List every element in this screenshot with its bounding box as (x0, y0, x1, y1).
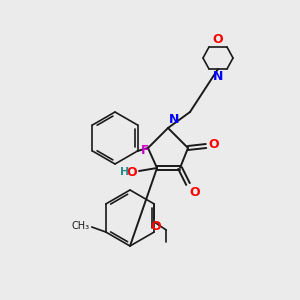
Text: O: O (126, 166, 137, 178)
Text: O: O (208, 139, 219, 152)
Text: H: H (120, 167, 129, 177)
Text: O: O (150, 220, 160, 233)
Text: F: F (140, 143, 149, 157)
Text: O: O (213, 33, 223, 46)
Text: N: N (213, 70, 223, 83)
Text: N: N (169, 113, 179, 126)
Text: CH₃: CH₃ (72, 221, 90, 231)
Text: O: O (189, 186, 200, 199)
